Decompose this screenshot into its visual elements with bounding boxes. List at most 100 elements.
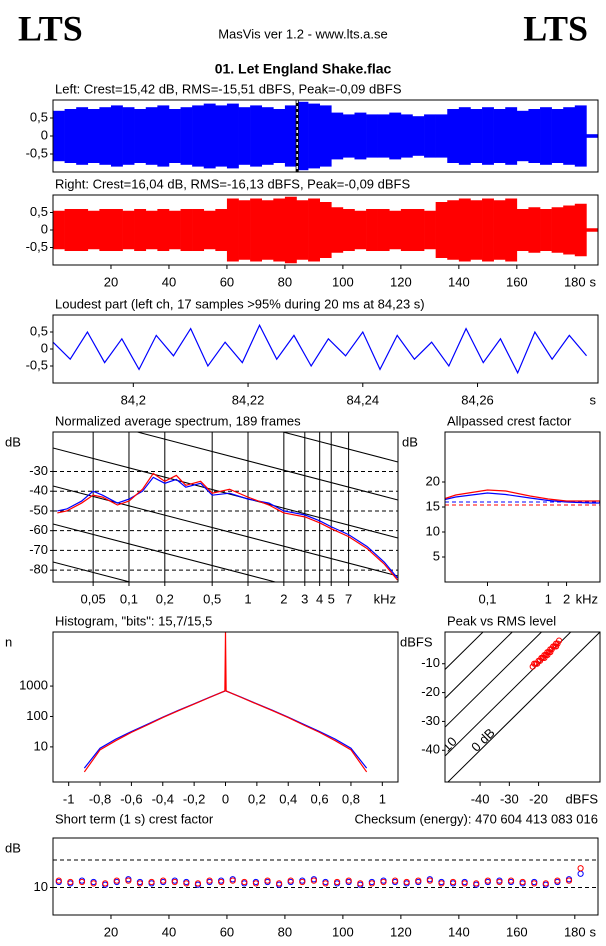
plot-area [53,100,598,172]
waveform-segment [505,198,518,262]
data-point [276,880,283,887]
data-line [83,690,368,769]
data-point [496,878,503,886]
waveform-segment [308,198,321,262]
waveform-segment [331,207,344,253]
x-unit: dBFS [565,791,598,806]
panel-title: Normalized average spectrum, 189 frames [55,413,301,428]
waveform-segment [226,198,239,262]
y-tick-label: 10 [34,738,48,753]
panel: Histogram, "bits": 15,7/15,5n101001000-1… [5,613,399,806]
data-point [542,880,549,887]
data-point [449,878,457,886]
y-tick-label: 10 [34,879,48,894]
plot-area [53,334,398,766]
waveform-segment [505,107,518,165]
x-tick-label: 1 [545,591,552,606]
x-tick-label: 5 [328,591,335,606]
waveform-segment [342,209,355,251]
y-tick-label: -10 [421,655,440,670]
crest-line [447,632,600,782]
annotation: Checksum (energy): 470 604 413 083 016 [354,811,598,826]
x-tick-label: 7 [345,591,352,606]
waveform-segment [134,209,147,251]
x-tick-label: -0,2 [183,791,205,806]
y-tick-label: -0,5 [26,145,48,160]
data-line [83,632,368,773]
x-tick-label: 0,1 [120,591,138,606]
plot-frame [52,631,399,783]
data-point [333,878,341,886]
waveform-segment [64,209,77,251]
data-point [577,870,584,877]
plot-area [445,489,600,506]
logo: LTS [18,8,83,48]
y-tick-label: 0 [41,221,48,236]
waveform-segment [586,134,598,138]
y-tick-label: 100 [26,708,48,723]
data-point [461,880,468,887]
data-point [229,877,236,884]
x-tick-label: 0,8 [342,791,360,806]
plot-frame [52,194,599,266]
data-point [380,878,387,886]
waveform-segment [516,110,529,162]
x-unit: kHz [576,591,598,606]
y-unit: n [5,634,12,649]
crest-line [445,632,484,670]
slope-line [53,334,398,424]
waveform-segment [551,207,564,253]
x-tick-label: 0,1 [478,591,496,606]
waveform-segment [354,210,367,250]
data-point [519,878,526,886]
waveform-segment [99,107,112,165]
data-point [102,880,109,887]
plot-frame [52,99,599,173]
y-tick-label: -70 [29,542,48,557]
waveform-segment [447,200,460,260]
data-point [507,877,515,884]
x-tick-label: 100 [332,924,354,939]
y-tick-label: -60 [29,522,48,537]
data-point [565,877,573,884]
waveform-segment [308,103,321,169]
data-point [183,880,190,887]
y-tick-label: -0,5 [26,239,48,254]
app-title: MasVis ver 1.2 - www.lts.a.se [218,26,388,41]
waveform-segment [458,107,471,165]
waveform-segment [134,109,147,163]
waveform-segment [389,112,402,160]
y-tick-label: 15 [426,498,440,513]
x-tick-label: 0,6 [311,791,329,806]
data-point [538,654,545,662]
data-point [368,880,375,887]
waveform-segment [273,198,286,262]
waveform-segment [64,109,77,163]
waveform-segment [53,110,65,162]
waveform-segment [261,200,274,260]
x-tick-label: -0,6 [120,791,142,806]
panel-title: Allpassed crest factor [447,413,572,428]
data-point [391,877,399,884]
waveform-segment [516,209,529,251]
waveform-segment [586,228,598,232]
waveform-segment [203,210,216,250]
waveform-segment [377,209,390,251]
waveform-segment [319,202,332,258]
x-tick-label: 1 [379,791,386,806]
waveform-segment [296,200,309,260]
data-point [125,877,132,884]
y-unit: dBFS [400,634,433,649]
data-point [264,877,271,884]
plot-area [53,196,598,264]
plot-frame [52,314,599,384]
slope-line [53,676,398,766]
x-tick-label: -0,4 [152,791,174,806]
x-tick-label: 40 [162,274,176,289]
file-name: 01. Let England Shake.flac [215,61,392,77]
x-tick-label: 120 [390,274,412,289]
data-point [555,637,563,644]
crest-line [445,632,572,757]
